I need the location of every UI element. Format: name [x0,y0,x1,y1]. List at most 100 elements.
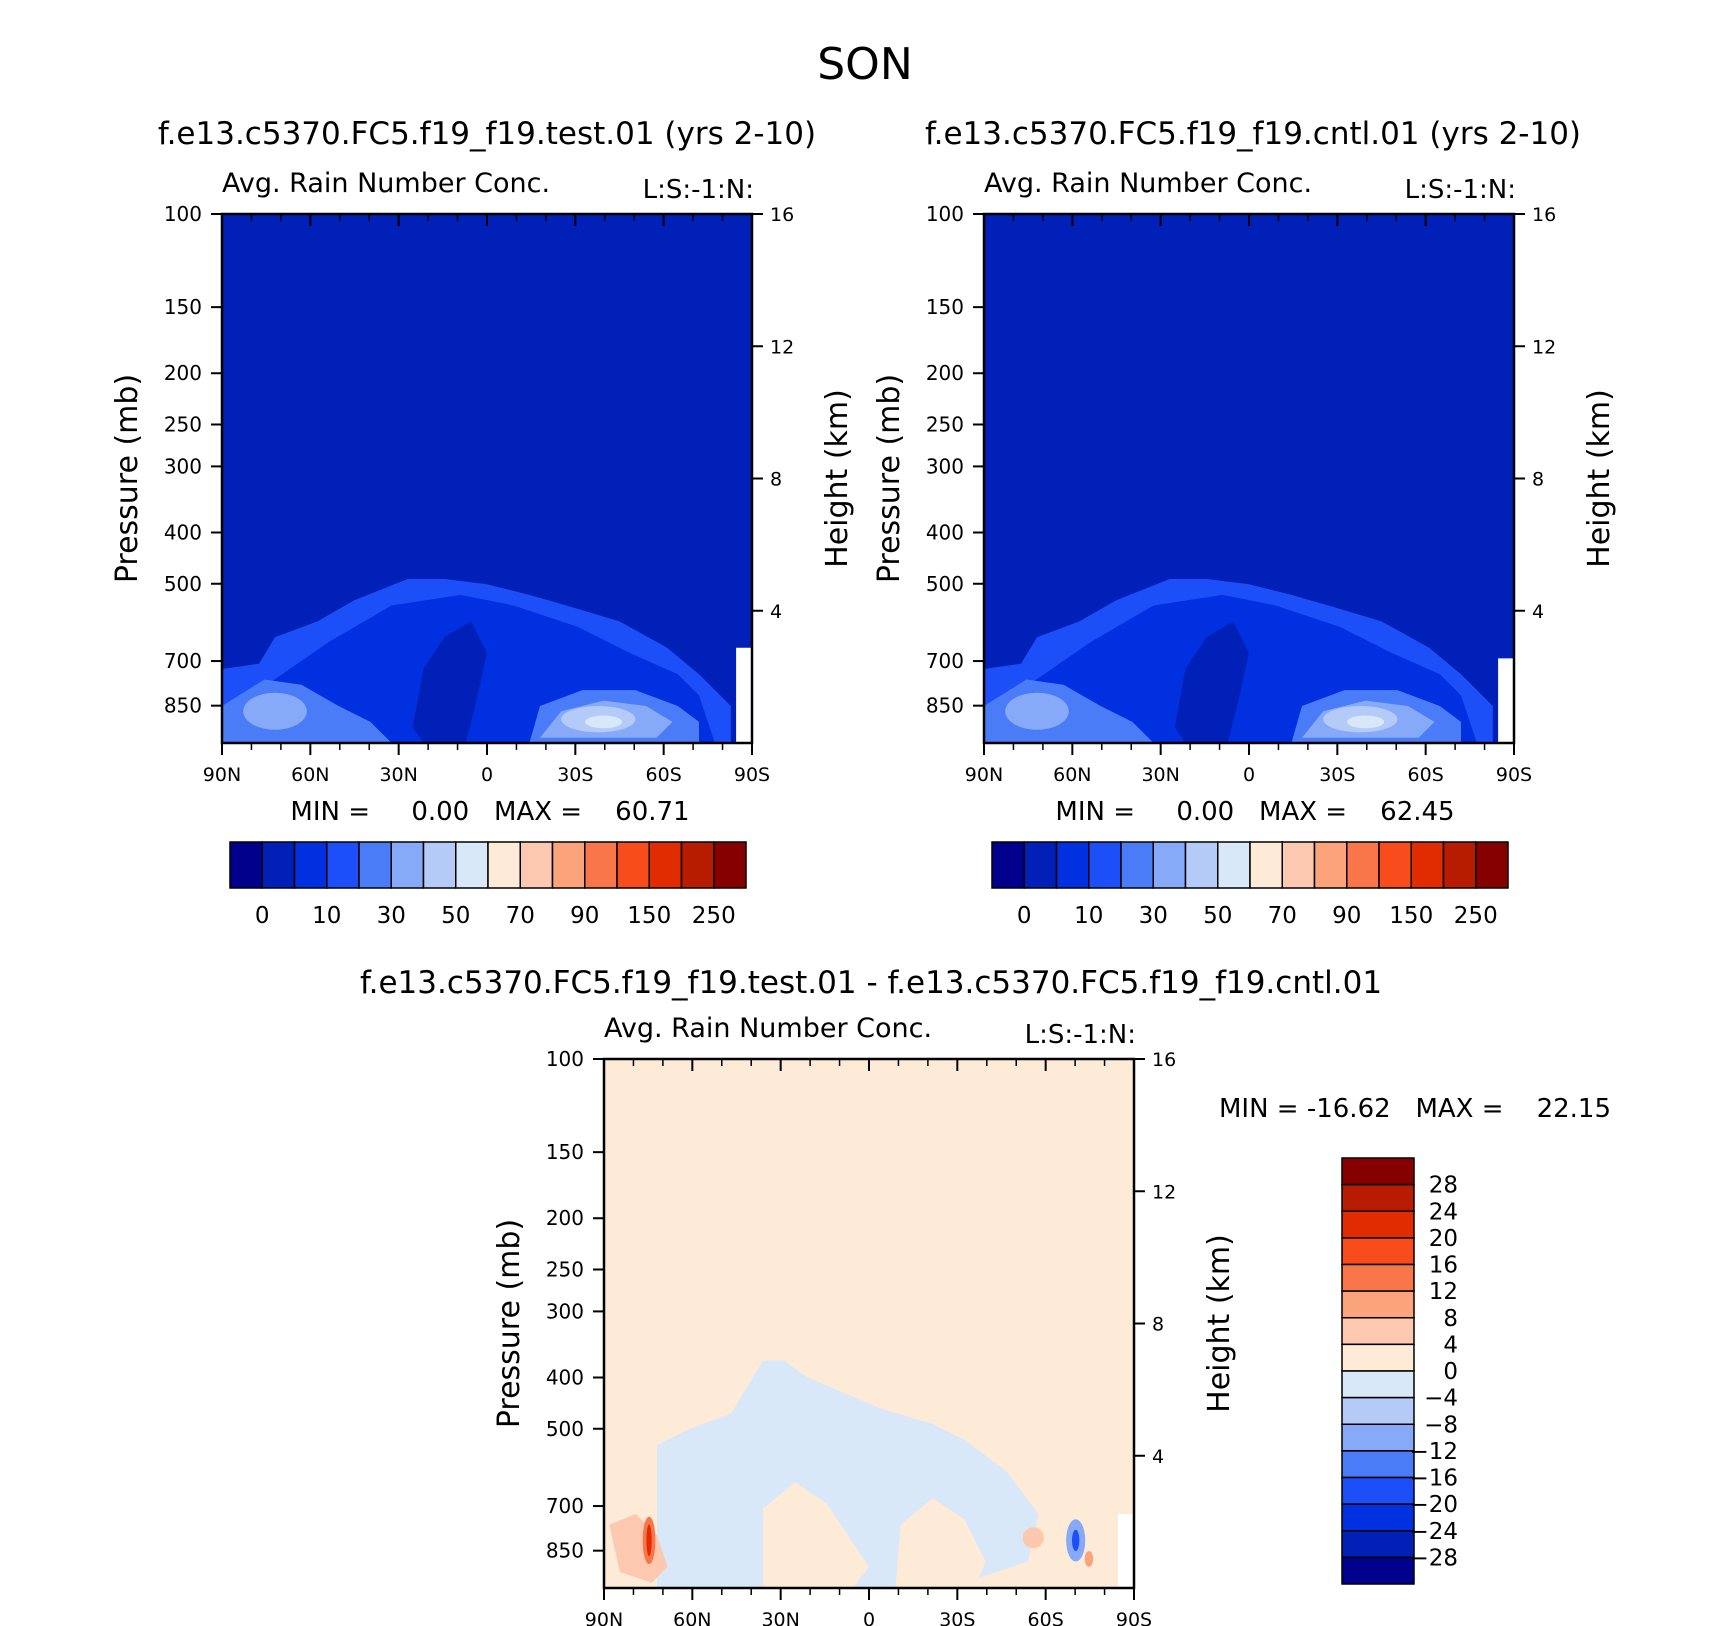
colorbar-box [1341,1317,1415,1346]
colorbar-label: −8 [1424,1412,1458,1438]
colorbar-label: −20 [1409,1492,1458,1518]
colorbar-label: 150 [627,903,671,929]
colorbar-label: −16 [1409,1466,1458,1492]
contour-level-4 [763,1482,869,1588]
colorbar-box [713,841,747,889]
ytick-label: 500 [164,572,202,596]
colorbar-label: 250 [692,903,736,929]
colorbar-box [1475,841,1509,889]
colorbar-box [1217,841,1251,889]
contour-level-50 [1005,692,1069,730]
colorbar-label: 0 [1443,1359,1458,1385]
colorbar-label: −4 [1424,1386,1458,1412]
page-title: SON [817,39,912,90]
panel-corner-label: L:S:-1:N: [643,175,754,205]
contour-level-20 [487,610,540,691]
colorbar-label: 0 [1017,903,1032,929]
colorbar-box [584,841,618,889]
xtick-label: 90N [585,1609,623,1626]
ytick-label: 400 [926,520,964,544]
colorbar-box [326,841,360,889]
panel-b-stats: MIN = 0.00 MAX = 62.45 [1055,797,1454,827]
colorbar-box [1313,841,1348,889]
ytick-label: 200 [926,361,964,385]
panel-test: 100 150 200 250 300 400 500 700 850 16 12 8 4 90N 60N 3… [110,168,855,786]
colorbar-box [680,841,715,889]
colorbar-box [390,841,425,889]
ytick-label: 400 [164,520,202,544]
colorbar-label: 8 [1443,1306,1458,1332]
colorbar-box [1120,841,1154,889]
panel-c-stats: MIN = -16.62 MAX = 22.15 [1219,1094,1611,1124]
xtick-label: 0 [1243,764,1255,786]
panel-b-title: f.e13.c5370.FC5.f19_f19.cntl.01 (yrs 2-1… [925,116,1581,152]
panel-subtitle: Avg. Rain Number Conc. [222,168,550,199]
ytick-label: 250 [164,413,202,437]
plot-fill [604,1059,1134,1588]
xtick-label: 60N [1053,764,1091,786]
y2tick-label: 12 [770,336,794,358]
colorbar-box [1281,841,1316,889]
colorbar-label: 0 [255,903,270,929]
ytick-label: 100 [546,1047,584,1071]
contour-level-neg16 [1071,1529,1080,1551]
xtick-label: 90N [203,764,241,786]
xtick-label: 30N [761,1609,799,1626]
xtick-label: 60S [1408,764,1444,786]
ytick-label: 150 [546,1140,584,1164]
y2tick-label: 4 [770,601,782,623]
colorbar-test: 0 10 30 50 70 90 150 250 [229,841,747,929]
panel-corner-label: L:S:-1:N: [1405,175,1516,205]
ytick-label: 500 [546,1417,584,1441]
colorbar-box [455,841,489,889]
ytick-label: 250 [926,413,964,437]
contour-level-8 [1022,1527,1044,1549]
colorbar-label: 4 [1443,1332,1458,1358]
colorbar-label: 50 [441,903,470,929]
colorbar-box [1341,1450,1415,1479]
colorbar-label: −12 [1409,1439,1458,1465]
colorbar-label: 250 [1454,903,1498,929]
y2tick-label: 8 [1152,1314,1164,1336]
ytick-label: 200 [164,361,202,385]
colorbar-box [1184,841,1219,889]
contour-level-70 [1347,715,1385,729]
colorbar-box [1341,1183,1415,1212]
xtick-label: 60N [673,1609,711,1626]
ytick-label: 500 [926,572,964,596]
y2-axis-title: Height (km) [1202,1234,1237,1413]
y2tick-label: 16 [1152,1049,1176,1071]
colorbar-box [1341,1370,1415,1399]
colorbar-box [519,841,554,889]
ytick-label: 100 [164,202,202,226]
colorbar-box [1152,841,1187,889]
colorbar-label: 150 [1389,903,1433,929]
colorbar-box [1341,1157,1415,1186]
colorbar-box [1023,841,1058,889]
colorbar-box [1341,1423,1415,1452]
ytick-label: 850 [926,694,964,718]
colorbar-label: 70 [506,903,535,929]
colorbar-box [1055,841,1090,889]
ytick-label: 100 [926,202,964,226]
panel-control: 100 150 200 250 300 400 500 700 850 16 12 8 4 90N 60N 3… [872,168,1617,786]
ytick-label: 300 [164,454,202,478]
xtick-label: 0 [481,764,493,786]
colorbar-box [616,841,650,889]
colorbar-box [1341,1343,1415,1372]
colorbar-label: −28 [1409,1545,1458,1571]
ytick-label: 400 [546,1365,584,1389]
colorbar-box [991,841,1025,889]
y2tick-label: 8 [1532,469,1544,491]
colorbar-box [551,841,586,889]
colorbar-label: 16 [1429,1253,1458,1279]
y2tick-label: 12 [1152,1181,1176,1203]
colorbar-label: 90 [1332,903,1361,929]
contour-level-20 [1249,610,1302,691]
ytick-label: 700 [164,649,202,673]
ytick-label: 850 [164,694,202,718]
colorbar-box [1341,1237,1415,1266]
colorbar-box [422,841,457,889]
xtick-label: 90S [734,764,770,786]
